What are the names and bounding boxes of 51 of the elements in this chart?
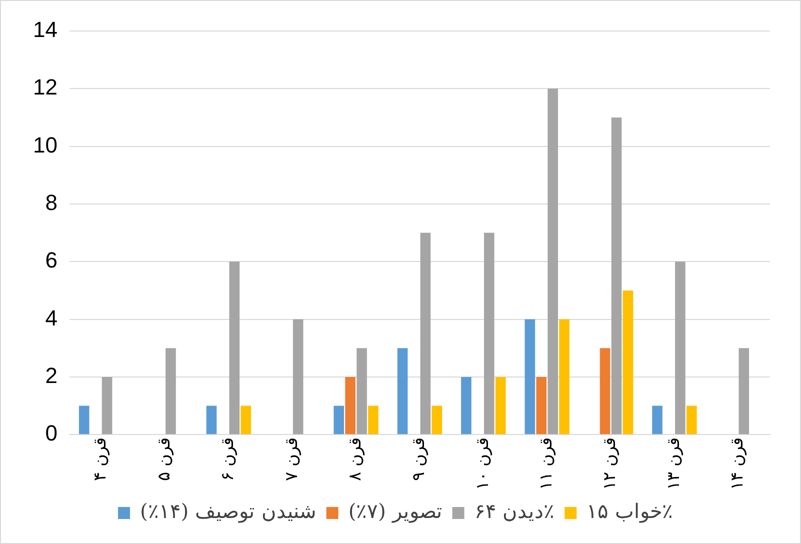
legend-label: تصویر (۷٪) [348,499,442,524]
bar [600,348,610,434]
bar [345,376,356,434]
y-tick-label: 14 [32,17,58,42]
bar [536,376,547,434]
bar [652,406,662,434]
y-tick-label: 0 [45,420,58,446]
x-tick-label: قرن ۷ [282,438,302,481]
y-tick-label: 6 [45,248,58,273]
x-tick-label: قرن ۱۱ [536,438,557,490]
x-tick-label: قرن ۱۲ [600,438,620,490]
x-tick-label: قرن ۸ [345,438,366,481]
bar [611,117,622,434]
bar [240,406,252,434]
legend-label: شنیدن توصیف (۱۴٪) [140,499,316,524]
bar [206,406,217,434]
bar [368,406,378,434]
y-tick-label: 8 [45,190,58,216]
x-tick-label: قرن ۱۴ [728,438,748,490]
bar [166,348,176,434]
bar [432,406,442,434]
bar [356,348,367,434]
y-tick-label: 4 [45,305,58,330]
x-tick-label: قرن ۶ [218,438,238,481]
bar [675,262,686,434]
bar [495,376,506,434]
x-tick-label: قرن ۹ [409,438,430,481]
bar [78,406,90,434]
bar [524,319,536,434]
bar [484,232,494,434]
bar [738,348,750,434]
bar [397,348,408,434]
legend-label: دیدن ۶۴٪ [474,499,555,524]
bar [686,406,697,434]
bar [548,88,558,434]
bar [420,232,431,434]
y-tick-label: 12 [32,74,58,100]
y-tick-label: 2 [45,363,58,388]
bar [559,319,570,434]
y-tick-label: 10 [32,132,58,158]
x-tick-label: قرن ۵ [154,438,174,481]
bar [461,376,472,434]
x-tick-label: قرن ۴ [90,438,111,481]
bar [622,290,634,434]
bar [102,376,112,434]
bar [334,406,344,434]
x-tick-label: قرن ۱۰ [472,438,493,490]
bar [292,319,304,434]
bar [229,262,240,434]
x-tick-label: قرن ۱۳ [664,438,684,490]
legend-label: خواب ۱۵٪ [586,499,673,524]
